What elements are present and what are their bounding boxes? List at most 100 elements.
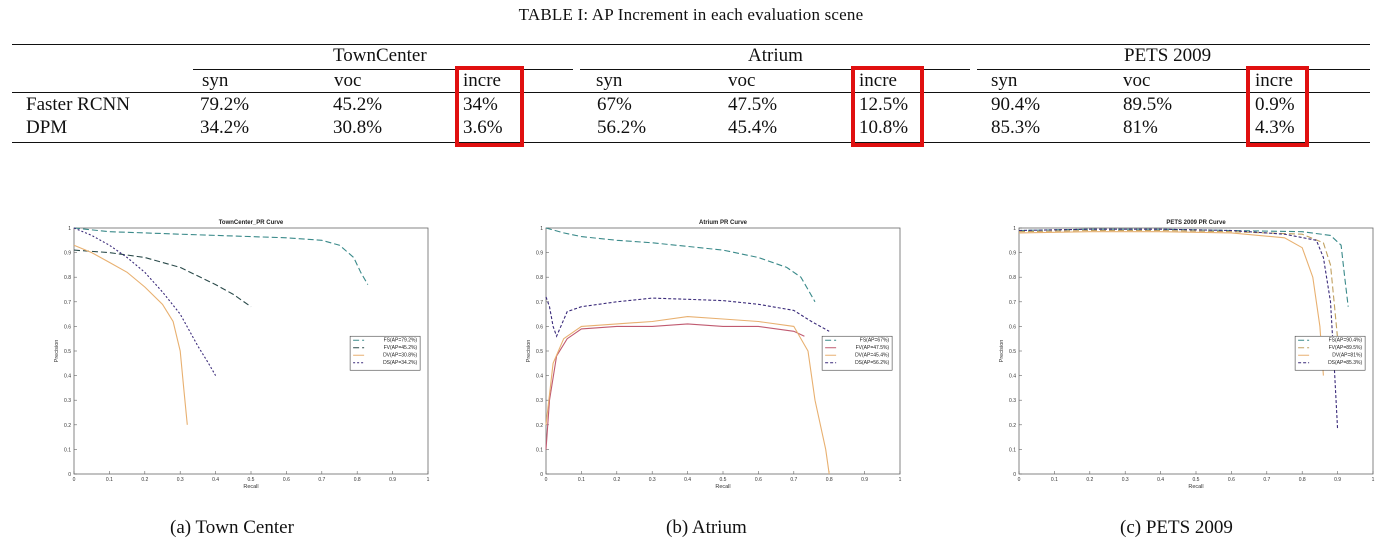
table-cell: 47.5% — [728, 94, 778, 115]
incre-highlight-atrium — [851, 66, 924, 147]
y-tick-label: 0.9 — [64, 251, 71, 257]
y-axis-label: Precision — [999, 340, 1005, 363]
y-tick-label: 0.2 — [536, 423, 543, 429]
row-label-dpm: DPM — [26, 117, 68, 138]
y-tick-label: 0.4 — [1009, 374, 1016, 380]
x-tick-label: 0.4 — [684, 477, 691, 483]
group-header-atrium: Atrium — [748, 45, 803, 66]
x-tick-label: 0.8 — [826, 477, 833, 483]
incre-highlight-pets — [1246, 66, 1309, 147]
legend-box — [821, 335, 893, 371]
y-tick-label: 0 — [540, 472, 543, 478]
table-cell: 12.5% — [859, 94, 909, 115]
y-tick-label: 0.7 — [1009, 300, 1016, 306]
x-axis-label: Recall — [1188, 484, 1203, 490]
x-tick-label: 0 — [1018, 477, 1021, 483]
x-tick-label: 0.9 — [389, 477, 396, 483]
subheader-voc-1: voc — [334, 70, 362, 91]
table-cell: 81% — [1123, 117, 1158, 138]
x-tick-label: 0.3 — [177, 477, 184, 483]
series-line — [73, 249, 252, 308]
x-tick-label: 0.7 — [790, 477, 797, 483]
x-tick-label: 0.4 — [212, 477, 219, 483]
x-tick-label: 0.6 — [283, 477, 290, 483]
y-tick-label: 0.7 — [64, 300, 71, 306]
y-tick-label: 0.5 — [1009, 349, 1016, 355]
series-line — [1018, 231, 1324, 376]
figure-caption-c: (c) PETS 2009 — [1120, 517, 1233, 538]
series-line — [545, 227, 816, 303]
y-tick-label: 0.1 — [536, 447, 543, 453]
y-tick-label: 0.5 — [536, 349, 543, 355]
legend-entry: DS(AP=85.3%) — [1328, 360, 1362, 366]
y-tick-label: 0.7 — [536, 300, 543, 306]
y-tick-label: 0.4 — [64, 374, 71, 380]
y-tick-label: 0.3 — [1009, 398, 1016, 404]
table-top-rule — [12, 44, 1370, 45]
pr-curve-atrium-svg: Atrium PR Curve 0 0.1 0.2 0.3 0.4 0.5 0.6 0.7 0.8… — [526, 220, 902, 490]
x-tick-label: 0.2 — [141, 477, 148, 483]
x-tick-label: 0.8 — [1299, 477, 1306, 483]
subheader-incre-3: incre — [1255, 70, 1293, 91]
subheader-syn-2: syn — [596, 70, 623, 91]
legend-entry: FS(AP=90.4%) — [1329, 338, 1363, 344]
table-cell: 45.2% — [333, 94, 383, 115]
legend-box — [349, 335, 421, 371]
x-tick-label: 0.6 — [755, 477, 762, 483]
series-line — [1018, 228, 1339, 430]
group-underline-towncenter — [193, 69, 573, 70]
subheader-syn-3: syn — [991, 70, 1018, 91]
y-tick-label: 0.3 — [64, 398, 71, 404]
x-tick-label: 0.1 — [106, 477, 113, 483]
legend-entry: FV(AP=89.5%) — [1329, 345, 1363, 351]
table-cell: 56.2% — [597, 117, 647, 138]
table-cell: 34% — [463, 94, 498, 115]
pr-curve-towncenter-svg: TownCenter_PR Curve 0 0.1 0.2 0.3 0.4 0.5 0.6 0.… — [54, 220, 430, 490]
series-line — [545, 296, 830, 338]
y-tick-label: 0 — [1013, 472, 1016, 478]
figure-caption-b: (b) Atrium — [666, 517, 747, 538]
x-tick-label: 0.5 — [1193, 477, 1200, 483]
subheader-voc-2: voc — [728, 70, 756, 91]
figure-caption-a: (a) Town Center — [170, 517, 294, 538]
y-tick-label: 0.2 — [64, 423, 71, 429]
x-tick-label: 1 — [1372, 477, 1375, 483]
series-line — [1018, 228, 1349, 307]
x-tick-label: 1 — [899, 477, 902, 483]
chart-title: Atrium PR Curve — [699, 220, 748, 226]
table-cell: 10.8% — [859, 117, 909, 138]
y-tick-label: 1 — [540, 226, 543, 232]
table-cell: 30.8% — [333, 117, 383, 138]
pr-curve-pets-svg: PETS 2009 PR Curve 0 0.1 0.2 0.3 0.4 0.5 0.6 0.7… — [999, 220, 1375, 490]
x-tick-label: 0.1 — [578, 477, 585, 483]
series-line — [73, 227, 369, 285]
table-header-rule — [12, 92, 1370, 93]
series-line — [73, 227, 217, 376]
y-tick-label: 0.4 — [536, 374, 543, 380]
x-tick-label: 0.9 — [861, 477, 868, 483]
table-cell: 4.3% — [1255, 117, 1295, 138]
table-caption: TABLE I: AP Increment in each evaluation… — [518, 5, 864, 24]
x-tick-label: 0.7 — [318, 477, 325, 483]
y-tick-label: 0.9 — [536, 251, 543, 257]
subheader-incre-2: incre — [859, 70, 897, 91]
x-tick-label: 0.2 — [613, 477, 620, 483]
group-header-pets: PETS 2009 — [1124, 45, 1212, 66]
group-header-towncenter: TownCenter — [333, 45, 427, 66]
y-tick-label: 1 — [68, 226, 71, 232]
table-cell: 79.2% — [200, 94, 250, 115]
y-axis-label: Precision — [54, 340, 60, 363]
y-axis-label: Precision — [526, 340, 532, 363]
series-line — [545, 316, 830, 475]
y-tick-label: 0.2 — [1009, 423, 1016, 429]
x-tick-label: 0.8 — [354, 477, 361, 483]
chart-title: TownCenter_PR Curve — [219, 220, 284, 226]
y-tick-label: 0 — [68, 472, 71, 478]
y-tick-label: 0.5 — [64, 349, 71, 355]
chart-title: PETS 2009 PR Curve — [1166, 220, 1226, 226]
y-tick-label: 0.8 — [536, 275, 543, 281]
y-tick-label: 0.6 — [536, 324, 543, 330]
y-tick-label: 0.6 — [1009, 324, 1016, 330]
table-cell: 34.2% — [200, 117, 250, 138]
subheader-syn-1: syn — [202, 70, 229, 91]
